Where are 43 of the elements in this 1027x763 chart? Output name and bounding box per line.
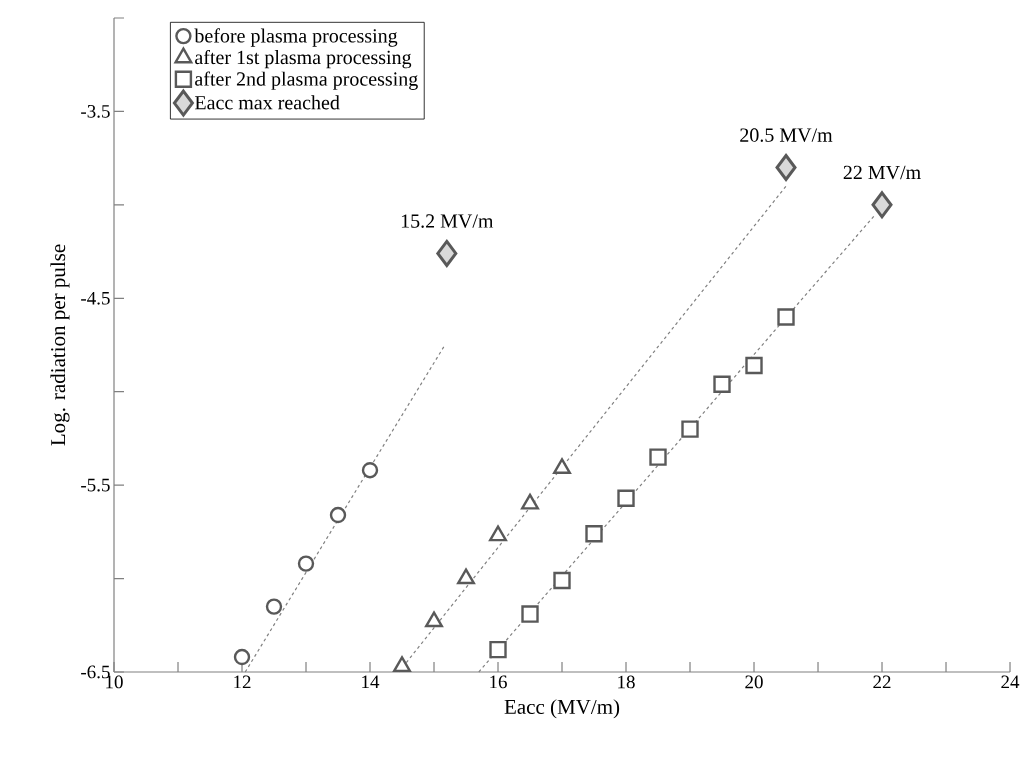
point [553,571,571,590]
point [265,598,283,615]
annotation: 15.2 MV/m [401,214,494,228]
annotation: 22 MV/m [843,165,921,180]
point [233,648,251,666]
legend-label: after 1st plasma processing [195,49,412,69]
y-tick-label: -5.5 [81,478,110,492]
point [649,448,667,466]
point [425,611,443,628]
point [713,375,731,393]
point [489,640,507,659]
point [329,506,347,524]
legend-label: Eacc max reached [194,95,340,110]
point [521,605,539,623]
x-tick-label: 14 [362,675,380,689]
x-tick-label: 18 [618,675,635,689]
x-tick-label: 12 [234,675,251,689]
point [361,461,379,479]
legend-label: after 2nd plasma processing [195,71,418,90]
y-tick-label: -4.5 [81,291,110,305]
point [457,568,475,585]
x-tick-label: 20 [745,675,763,689]
annotation: 20.5 MV/m [740,128,833,142]
y-axis-title: Log. radiation per pulse [50,244,70,446]
point [871,191,893,219]
x-tick-label: 22 [873,675,891,689]
x-tick-label: 24 [1001,675,1020,689]
point [681,420,699,438]
y-tick-label: -3.5 [81,105,110,118]
x-tick-label: 16 [490,675,507,689]
point [436,239,458,267]
point [489,525,507,542]
point [553,458,571,475]
point [617,489,635,507]
point [521,493,539,510]
point [393,656,411,673]
point [775,153,797,181]
legend-label: before plasma processing [194,28,398,47]
point [745,356,763,375]
x-axis-title: Eacc (MV/m) [504,699,620,719]
point [585,525,603,543]
point [777,308,795,326]
point [297,555,315,572]
